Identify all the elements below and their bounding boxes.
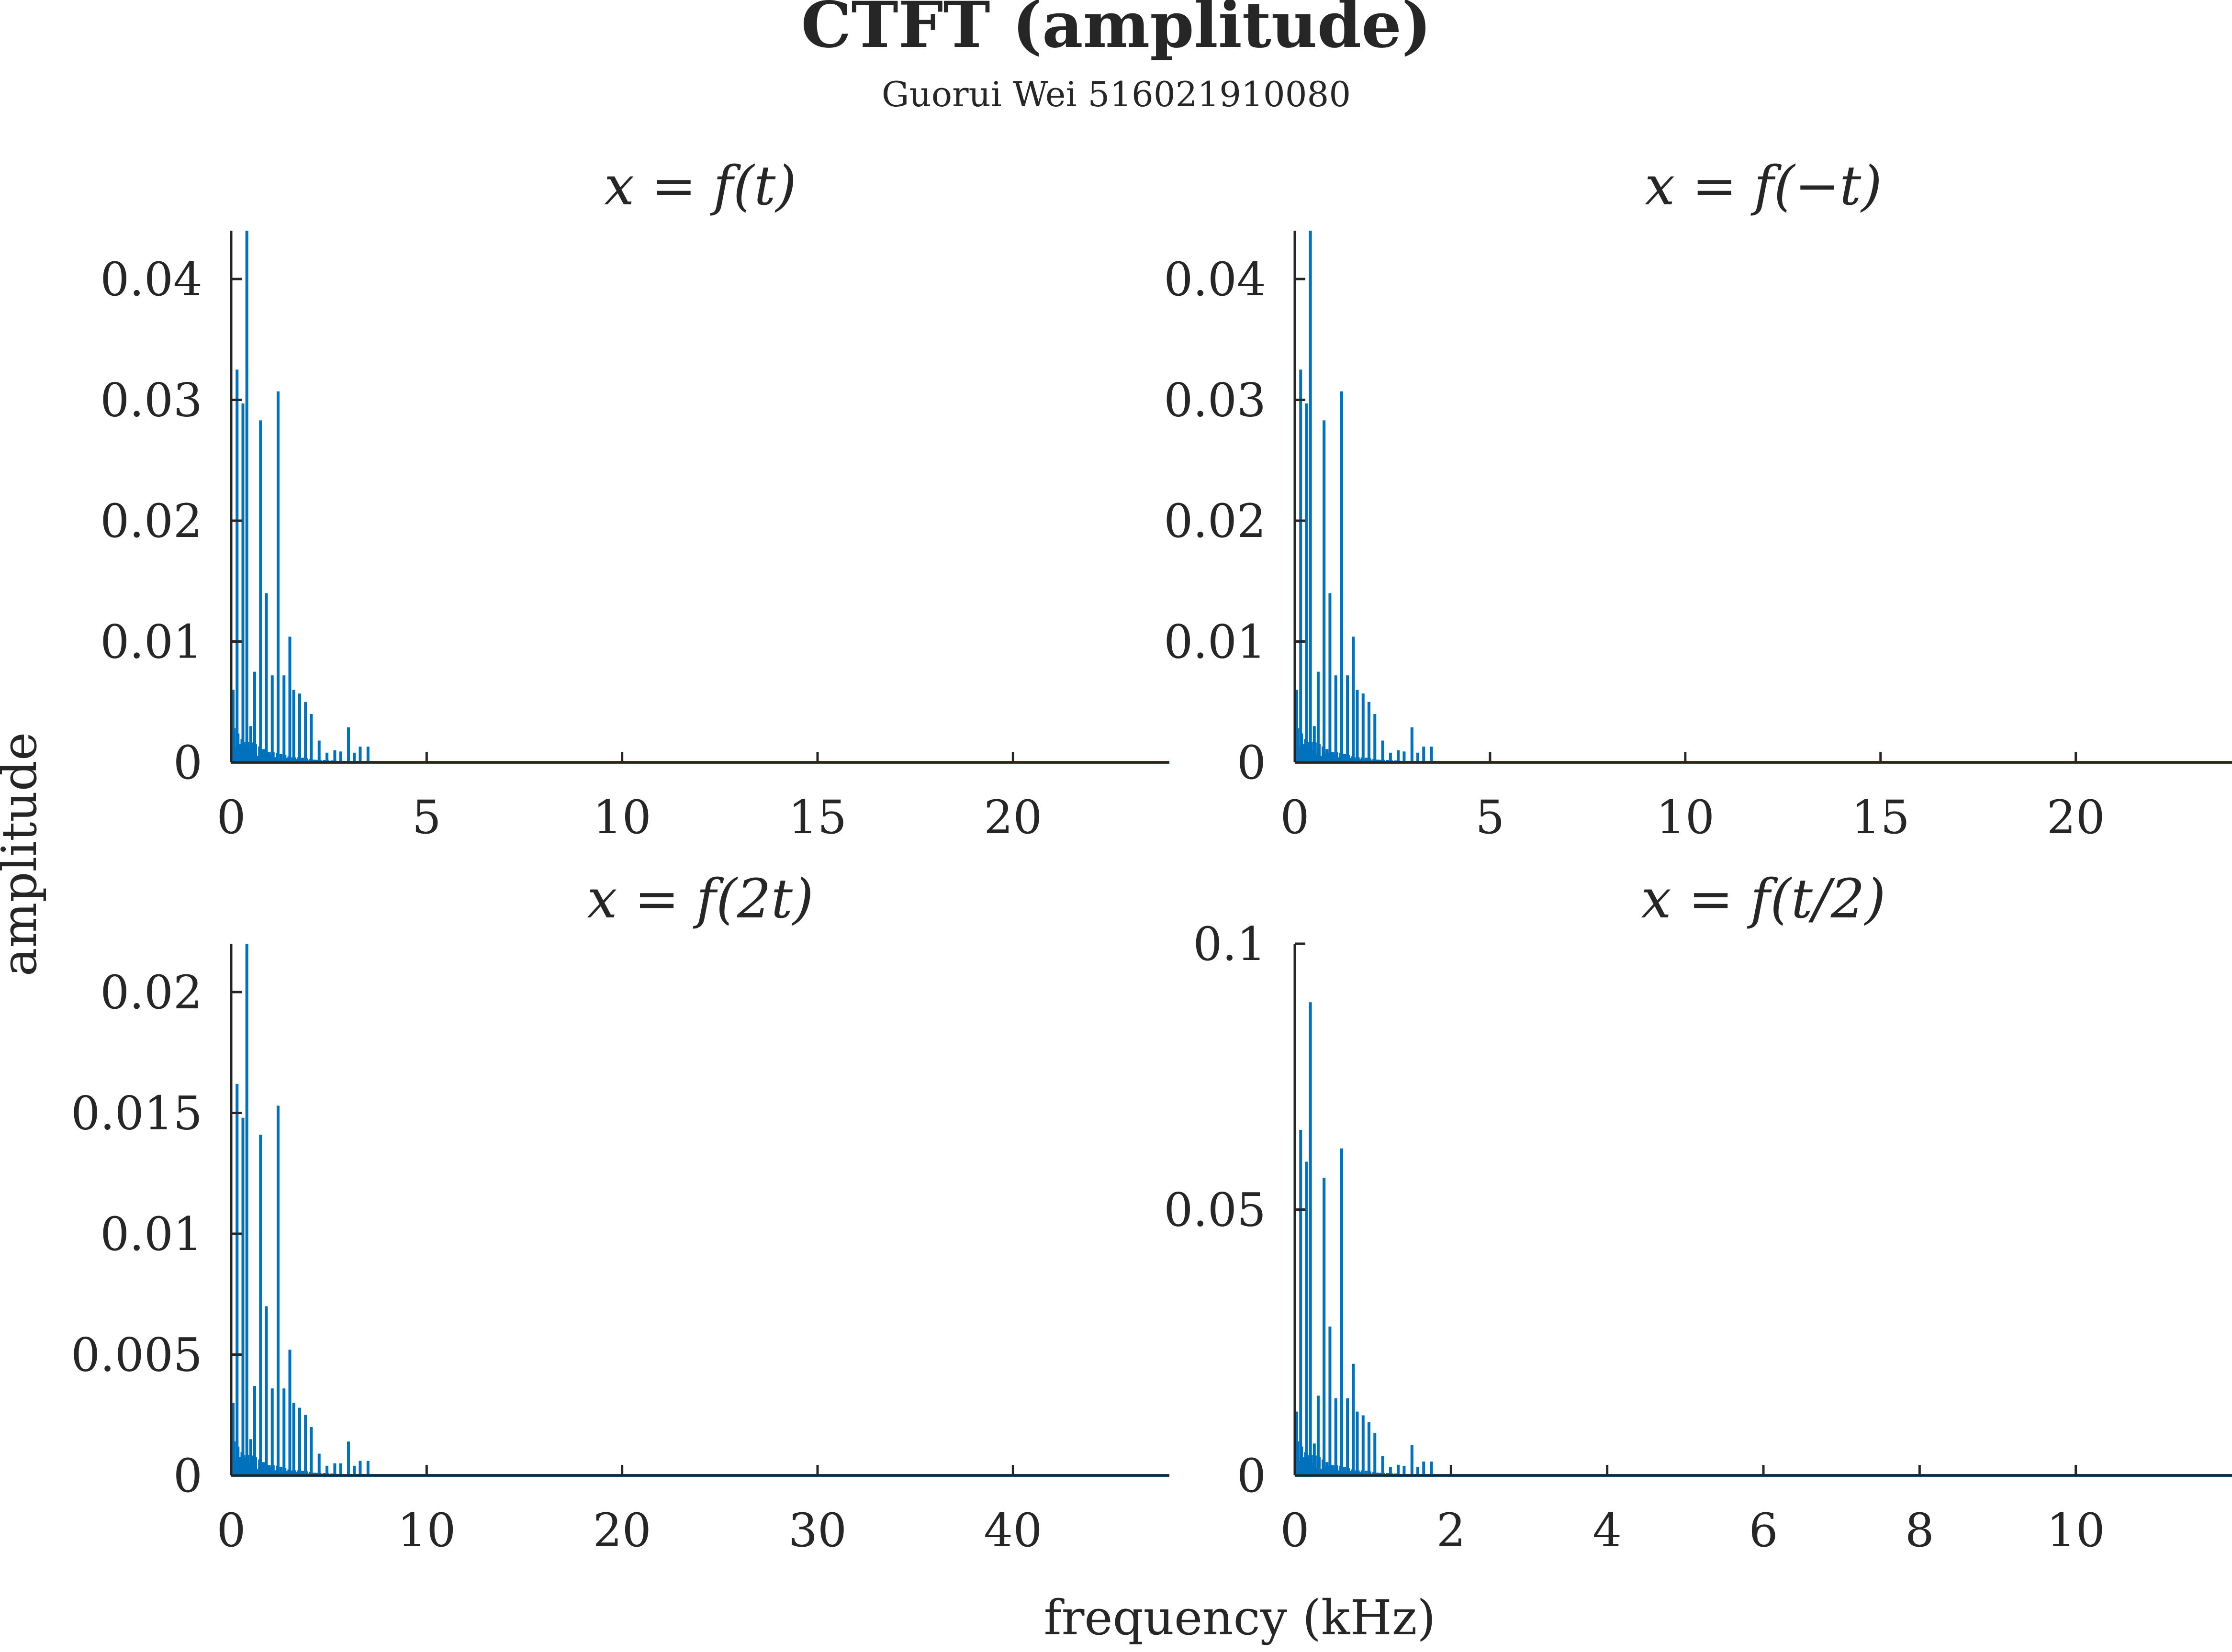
x-tick-label: 15 bbox=[788, 791, 847, 844]
subplot-f-of-2t: x = f(2t) 0 0.005 0.01 0.015 0.02 0 10 20 30 40 bbox=[71, 868, 1169, 1557]
figure-subtitle: Guorui Wei 516021910080 bbox=[882, 74, 1351, 114]
subplot-title: x = f(2t) bbox=[587, 868, 813, 930]
spectrum-series bbox=[1294, 1002, 2232, 1477]
x-tick-label: 5 bbox=[1475, 791, 1504, 844]
x-tick-label: 8 bbox=[1905, 1504, 1934, 1557]
y-tick-label: 0.02 bbox=[1164, 494, 1266, 548]
x-tick-label: 10 bbox=[593, 791, 651, 844]
figure-ylabel: amplitude bbox=[0, 732, 47, 976]
spectrum-series bbox=[231, 944, 1169, 1477]
subplot-title: x = f(t) bbox=[604, 155, 796, 217]
y-tick-label: 0.02 bbox=[100, 494, 202, 548]
x-tick-label: 10 bbox=[397, 1504, 456, 1557]
y-tick-label: 0.04 bbox=[1164, 253, 1266, 306]
x-tick-label: 0 bbox=[216, 791, 246, 844]
figure-title: CTFT (amplitude) bbox=[801, 0, 1431, 62]
x-tick-label: 0 bbox=[216, 1504, 246, 1557]
figure-xlabel: frequency (kHz) bbox=[1044, 1590, 1436, 1646]
y-tick-label: 0.1 bbox=[1193, 917, 1266, 971]
spectrum-series bbox=[1294, 231, 2232, 764]
x-tick-label: 4 bbox=[1593, 1504, 1622, 1557]
y-tick-label: 0.03 bbox=[100, 374, 202, 427]
subplot-f-of-t: x = f(t) 0 0.01 0.02 0.03 0.04 0 5 10 15 20 bbox=[100, 155, 1169, 844]
x-tick-label: 10 bbox=[1656, 791, 1715, 844]
subplot-f-of-t-half: x = f(t/2) 0 0.05 0.1 0 2 4 6 8 10 bbox=[1164, 868, 2232, 1557]
subplot-grid: x = f(t)00.010.020.030.040 5 10 15 20x = f(−… bbox=[71, 155, 2232, 1557]
y-tick-label: 0.005 bbox=[71, 1328, 202, 1382]
x-tick-label: 15 bbox=[1851, 791, 1910, 844]
x-tick-label: 5 bbox=[412, 791, 441, 844]
y-tick-label: 0.04 bbox=[100, 253, 202, 306]
x-tick-label: 0 bbox=[1280, 1504, 1309, 1557]
x-tick-label: 2 bbox=[1436, 1504, 1466, 1557]
y-tick-label: 0 bbox=[1237, 736, 1266, 790]
x-tick-label: 30 bbox=[788, 1504, 847, 1557]
y-tick-label: 0.03 bbox=[1164, 374, 1266, 427]
y-tick-label: 0.05 bbox=[1164, 1183, 1266, 1237]
y-tick-label: 0.01 bbox=[100, 1207, 202, 1261]
x-tick-label: 20 bbox=[2047, 791, 2105, 844]
x-tick-label: 20 bbox=[984, 791, 1042, 844]
x-tick-label: 6 bbox=[1749, 1504, 1778, 1557]
spectrum-series bbox=[231, 231, 1169, 764]
y-tick-label: 0 bbox=[173, 1449, 202, 1503]
y-tick-label: 0.015 bbox=[71, 1087, 202, 1140]
y-tick-label: 0.01 bbox=[1164, 615, 1266, 669]
x-tick-label: 20 bbox=[593, 1504, 651, 1557]
x-tick-label: 0 bbox=[1280, 791, 1309, 844]
x-tick-label: 10 bbox=[2047, 1504, 2105, 1557]
subplot-title: x = f(t/2) bbox=[1641, 868, 1885, 930]
y-tick-label: 0.02 bbox=[100, 966, 202, 1019]
y-tick-label: 0 bbox=[173, 736, 202, 790]
subplot-title: x = f(−t) bbox=[1645, 155, 1882, 217]
y-tick-label: 0.01 bbox=[100, 615, 202, 669]
subplot-f-of-neg-t: x = f(−t) 0 0.01 0.02 0.03 0.04 0 5 10 15 20 bbox=[1164, 155, 2232, 844]
y-tick-label: 0 bbox=[1237, 1449, 1266, 1503]
x-tick-label: 40 bbox=[984, 1504, 1042, 1557]
